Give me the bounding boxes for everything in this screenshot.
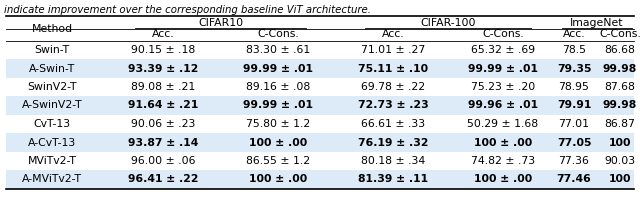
Text: 76.19 ± .32: 76.19 ± .32	[358, 138, 428, 148]
Text: C-Cons.: C-Cons.	[599, 29, 640, 39]
Text: CIFAR-100: CIFAR-100	[420, 18, 476, 28]
Text: 77.46: 77.46	[557, 174, 591, 184]
Text: Acc.: Acc.	[152, 29, 174, 39]
Text: 74.82 ± .73: 74.82 ± .73	[471, 156, 535, 166]
Text: C-Cons.: C-Cons.	[257, 29, 299, 39]
Text: 99.98: 99.98	[603, 100, 637, 110]
Text: 99.99 ± .01: 99.99 ± .01	[468, 64, 538, 74]
Text: 69.78 ± .22: 69.78 ± .22	[361, 82, 425, 92]
Text: 99.99 ± .01: 99.99 ± .01	[243, 64, 313, 74]
Text: 100: 100	[609, 138, 631, 148]
Text: 75.23 ± .20: 75.23 ± .20	[471, 82, 535, 92]
Text: 99.96 ± .01: 99.96 ± .01	[468, 100, 538, 110]
Text: 96.00 ± .06: 96.00 ± .06	[131, 156, 195, 166]
Text: Method: Method	[31, 24, 72, 33]
Text: 79.91: 79.91	[557, 100, 591, 110]
Bar	[6, 133, 634, 152]
Text: 90.03: 90.03	[604, 156, 636, 166]
Text: MViTv2-T: MViTv2-T	[28, 156, 76, 166]
Text: 93.39 ± .12: 93.39 ± .12	[128, 64, 198, 74]
Text: 100 ± .00: 100 ± .00	[249, 138, 307, 148]
Text: 91.64 ± .21: 91.64 ± .21	[128, 100, 198, 110]
Text: 100 ± .00: 100 ± .00	[474, 174, 532, 184]
Text: 78.5: 78.5	[562, 45, 586, 55]
Text: A-MViTv2-T: A-MViTv2-T	[22, 174, 82, 184]
Text: A-Swin-T: A-Swin-T	[29, 64, 75, 74]
Text: ImageNet: ImageNet	[570, 18, 624, 28]
Text: 77.36: 77.36	[559, 156, 589, 166]
Text: 86.87: 86.87	[605, 119, 636, 129]
Text: 87.68: 87.68	[605, 82, 636, 92]
Text: Swin-T: Swin-T	[35, 45, 70, 55]
Text: indicate improvement over the corresponding baseline ViT architecture.: indicate improvement over the correspond…	[4, 5, 371, 15]
Text: 66.61 ± .33: 66.61 ± .33	[361, 119, 425, 129]
Text: 50.29 ± 1.68: 50.29 ± 1.68	[467, 119, 539, 129]
Text: 86.68: 86.68	[605, 45, 636, 55]
Text: 89.16 ± .08: 89.16 ± .08	[246, 82, 310, 92]
Text: SwinV2-T: SwinV2-T	[28, 82, 77, 92]
Text: 89.08 ± .21: 89.08 ± .21	[131, 82, 195, 92]
Text: 100 ± .00: 100 ± .00	[249, 174, 307, 184]
Bar	[6, 59, 634, 78]
Text: C-Cons.: C-Cons.	[482, 29, 524, 39]
Text: A-SwinV2-T: A-SwinV2-T	[22, 100, 83, 110]
Text: 99.99 ± .01: 99.99 ± .01	[243, 100, 313, 110]
Text: 93.87 ± .14: 93.87 ± .14	[128, 138, 198, 148]
Text: 78.95: 78.95	[559, 82, 589, 92]
Text: 81.39 ± .11: 81.39 ± .11	[358, 174, 428, 184]
Text: A-CvT-13: A-CvT-13	[28, 138, 76, 148]
Text: 77.05: 77.05	[557, 138, 591, 148]
Text: 100 ± .00: 100 ± .00	[474, 138, 532, 148]
Text: CvT-13: CvT-13	[33, 119, 70, 129]
Text: 77.01: 77.01	[559, 119, 589, 129]
Text: 79.35: 79.35	[557, 64, 591, 74]
Text: 71.01 ± .27: 71.01 ± .27	[361, 45, 425, 55]
Text: 99.98: 99.98	[603, 64, 637, 74]
Bar	[6, 96, 634, 115]
Text: 80.18 ± .34: 80.18 ± .34	[361, 156, 425, 166]
Text: Acc.: Acc.	[381, 29, 404, 39]
Text: 75.11 ± .10: 75.11 ± .10	[358, 64, 428, 74]
Text: 100: 100	[609, 174, 631, 184]
Text: 72.73 ± .23: 72.73 ± .23	[358, 100, 428, 110]
Text: Acc.: Acc.	[563, 29, 586, 39]
Text: 96.41 ± .22: 96.41 ± .22	[128, 174, 198, 184]
Text: 90.06 ± .23: 90.06 ± .23	[131, 119, 195, 129]
Text: 90.15 ± .18: 90.15 ± .18	[131, 45, 195, 55]
Text: 65.32 ± .69: 65.32 ± .69	[471, 45, 535, 55]
Text: 86.55 ± 1.2: 86.55 ± 1.2	[246, 156, 310, 166]
Bar	[6, 170, 634, 189]
Text: 75.80 ± 1.2: 75.80 ± 1.2	[246, 119, 310, 129]
Text: 83.30 ± .61: 83.30 ± .61	[246, 45, 310, 55]
Text: CIFAR10: CIFAR10	[198, 18, 243, 28]
